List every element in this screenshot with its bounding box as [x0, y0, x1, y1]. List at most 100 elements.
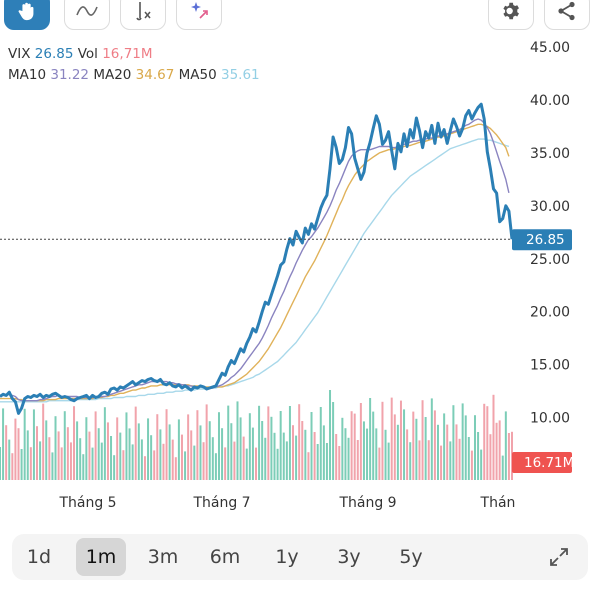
fullscreen-button[interactable] — [544, 542, 574, 572]
volume-bar — [350, 411, 353, 480]
volume-bar — [421, 400, 424, 480]
x-tick-label: Tháng 9 — [338, 495, 396, 511]
volume-bar — [248, 413, 251, 480]
volume-bar — [372, 411, 375, 480]
volume-bar — [498, 420, 501, 480]
x-axis: Tháng 5 Tháng 7 Tháng 9 Thán — [58, 495, 515, 511]
volume-bar — [236, 401, 239, 480]
volume-bar — [150, 435, 153, 480]
range-button-3m[interactable]: 3m — [147, 546, 179, 568]
volume-bar — [32, 409, 35, 480]
volume-bar — [159, 429, 162, 480]
volume-bar — [57, 431, 60, 480]
volume-bar — [267, 406, 270, 480]
legend-ma50: 35.61 — [220, 67, 260, 83]
expand-icon — [550, 548, 568, 566]
volume-bar — [113, 455, 116, 480]
range-button-1m[interactable]: 1m — [76, 538, 126, 576]
fx-indicator-button[interactable] — [120, 0, 166, 30]
volume-bar — [467, 437, 470, 480]
y-tick-label: 35.00 — [530, 146, 570, 162]
share-button[interactable] — [544, 0, 590, 30]
last-price-badge: 26.85 — [512, 229, 572, 251]
volume-bar — [230, 423, 233, 480]
y-tick-label: 15.00 — [530, 358, 570, 374]
volume-bar — [0, 447, 1, 480]
volume-bar — [88, 431, 91, 480]
volume-bar — [295, 435, 298, 480]
legend-symbol: VIX — [8, 46, 31, 62]
volume-bar — [51, 452, 54, 480]
volume-bar — [202, 442, 205, 480]
volume-bar — [174, 457, 177, 480]
volume-bar — [106, 422, 109, 480]
volume-bar — [171, 439, 174, 480]
volume-bar — [344, 428, 347, 480]
volume-bar — [119, 432, 122, 480]
volume-bar — [501, 455, 504, 480]
volume-bar — [264, 437, 267, 480]
volume-bar — [332, 402, 335, 480]
volume-bar — [76, 421, 79, 480]
volume-bar — [39, 441, 42, 480]
volume-bar — [255, 447, 257, 480]
volume-bar — [20, 449, 23, 480]
range-selector: 1d 1m 3m 6m 1y 3y 5y — [12, 534, 588, 580]
y-tick-label: 20.00 — [530, 305, 570, 321]
volume-bar — [279, 411, 282, 480]
range-button-6m[interactable]: 6m — [209, 546, 241, 568]
volume-bar — [452, 405, 455, 480]
legend-ma20-label: MA20 — [93, 67, 132, 83]
volume-bar — [458, 438, 461, 480]
volume-bar — [97, 428, 100, 480]
volume-bar — [239, 417, 242, 480]
settings-button[interactable] — [488, 0, 534, 30]
volume-bar — [128, 428, 131, 480]
volume-bar — [338, 446, 341, 480]
volume-bar — [307, 452, 310, 480]
volume-bar — [412, 411, 415, 480]
legend-price: 26.85 — [34, 46, 74, 62]
volume-bar — [325, 443, 328, 480]
range-button-1y[interactable]: 1y — [275, 546, 299, 568]
range-button-1d[interactable]: 1d — [26, 546, 52, 568]
last-volume-badge: 16.71M — [512, 452, 574, 473]
volume-bar — [221, 428, 224, 480]
hand-tool-button[interactable] — [4, 0, 50, 30]
volume-bar — [409, 442, 412, 480]
volume-bar — [464, 415, 467, 480]
volume-bar — [63, 411, 66, 480]
line-tool-button[interactable] — [64, 0, 110, 30]
legend-ma20: 34.67 — [135, 67, 175, 83]
legend-ma50-label: MA50 — [178, 67, 217, 83]
volume-bar — [507, 433, 510, 480]
volume-bar — [100, 442, 103, 480]
volume-bar — [304, 429, 307, 480]
x-tick-label: Thán — [480, 495, 516, 511]
volume-bar — [162, 443, 165, 480]
volume-bar — [147, 418, 150, 480]
volume-bar — [282, 432, 285, 480]
volume-bar — [366, 428, 369, 480]
volume-bar — [143, 456, 146, 480]
volume-bar — [480, 449, 483, 480]
volume-bar — [69, 442, 72, 480]
volume-bar — [122, 450, 125, 480]
price-chart[interactable]: 45.00 40.00 35.00 30.00 25.00 20.00 15.00 10.00… — [0, 34, 600, 524]
ai-magic-button[interactable] — [176, 0, 222, 30]
volume-bar — [378, 447, 381, 480]
volume-bar — [23, 408, 26, 480]
volume-bar — [180, 434, 183, 480]
legend-vol: 16,71M — [102, 46, 153, 62]
volume-bar — [227, 405, 230, 480]
ai-magic-icon — [191, 2, 208, 19]
range-button-3y[interactable]: 3y — [337, 546, 361, 568]
volume-bars — [0, 390, 513, 480]
volume-bar — [261, 421, 264, 480]
volume-bar — [29, 447, 32, 480]
volume-bar — [205, 404, 208, 480]
range-button-5y[interactable]: 5y — [399, 546, 423, 568]
volume-bar — [270, 416, 273, 480]
volume-bar — [455, 424, 458, 480]
chart-legend: VIX 26.85 Vol 16,71M MA10 31.22 MA20 34.… — [8, 44, 260, 86]
